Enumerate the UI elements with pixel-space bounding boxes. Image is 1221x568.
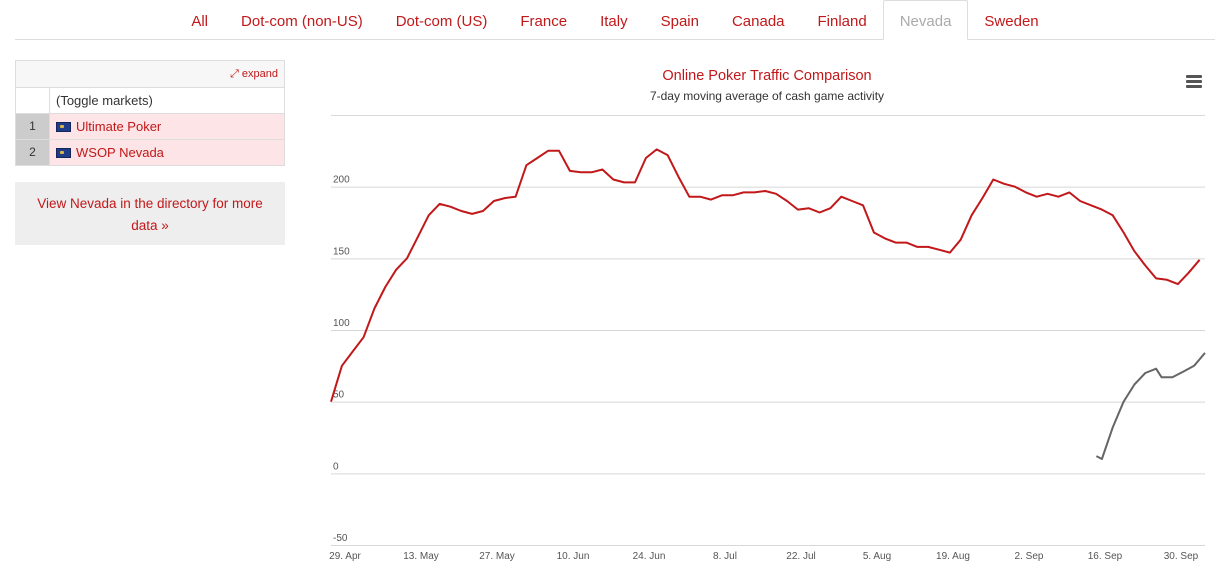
nevada-flag-icon bbox=[56, 148, 71, 158]
y-tick-label: 50 bbox=[333, 390, 345, 401]
tab-canada[interactable]: Canada bbox=[731, 13, 785, 30]
market-tabs: All Dot-com (non-US) Dot-com (US) France Ita… bbox=[15, 0, 1215, 40]
tab-france[interactable]: France bbox=[520, 13, 568, 30]
expand-link[interactable]: ⤢ expand bbox=[230, 61, 278, 87]
market-name: WSOP Nevada bbox=[76, 145, 164, 160]
x-tick-label: 22. Jul bbox=[786, 551, 815, 562]
y-tick-label: 200 bbox=[333, 175, 350, 186]
y-tick-label: 150 bbox=[333, 246, 350, 257]
x-tick-label: 5. Aug bbox=[863, 551, 891, 562]
x-tick-label: 2. Sep bbox=[1015, 551, 1044, 562]
tab-nevada[interactable]: Nevada bbox=[883, 0, 968, 40]
nevada-flag-icon bbox=[56, 122, 71, 132]
tab-italy[interactable]: Italy bbox=[600, 13, 628, 30]
x-tick-label: 30. Sep bbox=[1164, 551, 1199, 562]
chart-menu-icon[interactable] bbox=[1186, 75, 1202, 89]
x-tick-label: 29. Apr bbox=[329, 551, 361, 562]
x-tick-label: 16. Sep bbox=[1088, 551, 1123, 562]
y-tick-label: 100 bbox=[333, 318, 350, 329]
toggle-markets-row[interactable]: (Toggle markets) bbox=[16, 88, 284, 114]
y-tick-label: 0 bbox=[333, 461, 339, 472]
market-label: Ultimate Poker bbox=[50, 114, 284, 139]
toggle-markets-label: (Toggle markets) bbox=[56, 93, 153, 108]
markets-table: ⤢ expand (Toggle markets) 1 Ultimate Poke… bbox=[15, 60, 285, 166]
x-tick-label: 24. Jun bbox=[633, 551, 666, 562]
x-tick-label: 10. Jun bbox=[557, 551, 590, 562]
market-row-wsop-nevada[interactable]: 2 WSOP Nevada bbox=[16, 140, 284, 165]
tab-sweden[interactable]: Sweden bbox=[984, 13, 1039, 30]
x-tick-label: 13. May bbox=[403, 551, 439, 562]
y-tick-label: -50 bbox=[333, 533, 348, 544]
row-number-blank bbox=[16, 88, 50, 113]
chart-svg: Online Poker Traffic Comparison 7-day mov… bbox=[329, 68, 1206, 562]
tab-finland[interactable]: Finland bbox=[817, 13, 867, 30]
market-row-ultimate-poker[interactable]: 1 Ultimate Poker bbox=[16, 114, 284, 140]
x-tick-label: 19. Aug bbox=[936, 551, 970, 562]
market-label: WSOP Nevada bbox=[50, 140, 284, 165]
series-line-ultimate-poker bbox=[330, 148, 1201, 402]
chart-title: Online Poker Traffic Comparison bbox=[662, 68, 871, 84]
series-line-wsop-nevada bbox=[1095, 352, 1206, 460]
expand-label: expand bbox=[241, 68, 278, 80]
x-tick-label: 27. May bbox=[479, 551, 515, 562]
tab-dot-com-us[interactable]: Dot-com (US) bbox=[395, 13, 488, 30]
directory-link[interactable]: View Nevada in the directory for more da… bbox=[15, 182, 285, 245]
tab-dot-com-non-us[interactable]: Dot-com (non-US) bbox=[241, 13, 363, 30]
expand-arrows-icon: ⤢ bbox=[230, 68, 239, 80]
row-number: 1 bbox=[16, 114, 50, 139]
tab-all[interactable]: All bbox=[191, 13, 209, 30]
chart-subtitle: 7-day moving average of cash game activi… bbox=[650, 89, 884, 103]
tab-spain[interactable]: Spain bbox=[660, 13, 699, 30]
markets-table-header: ⤢ expand bbox=[16, 61, 284, 88]
row-number: 2 bbox=[16, 140, 50, 165]
market-name: Ultimate Poker bbox=[76, 119, 162, 134]
x-tick-label: 8. Jul bbox=[713, 551, 737, 562]
traffic-chart: Online Poker Traffic Comparison 7-day mov… bbox=[300, 55, 1220, 568]
